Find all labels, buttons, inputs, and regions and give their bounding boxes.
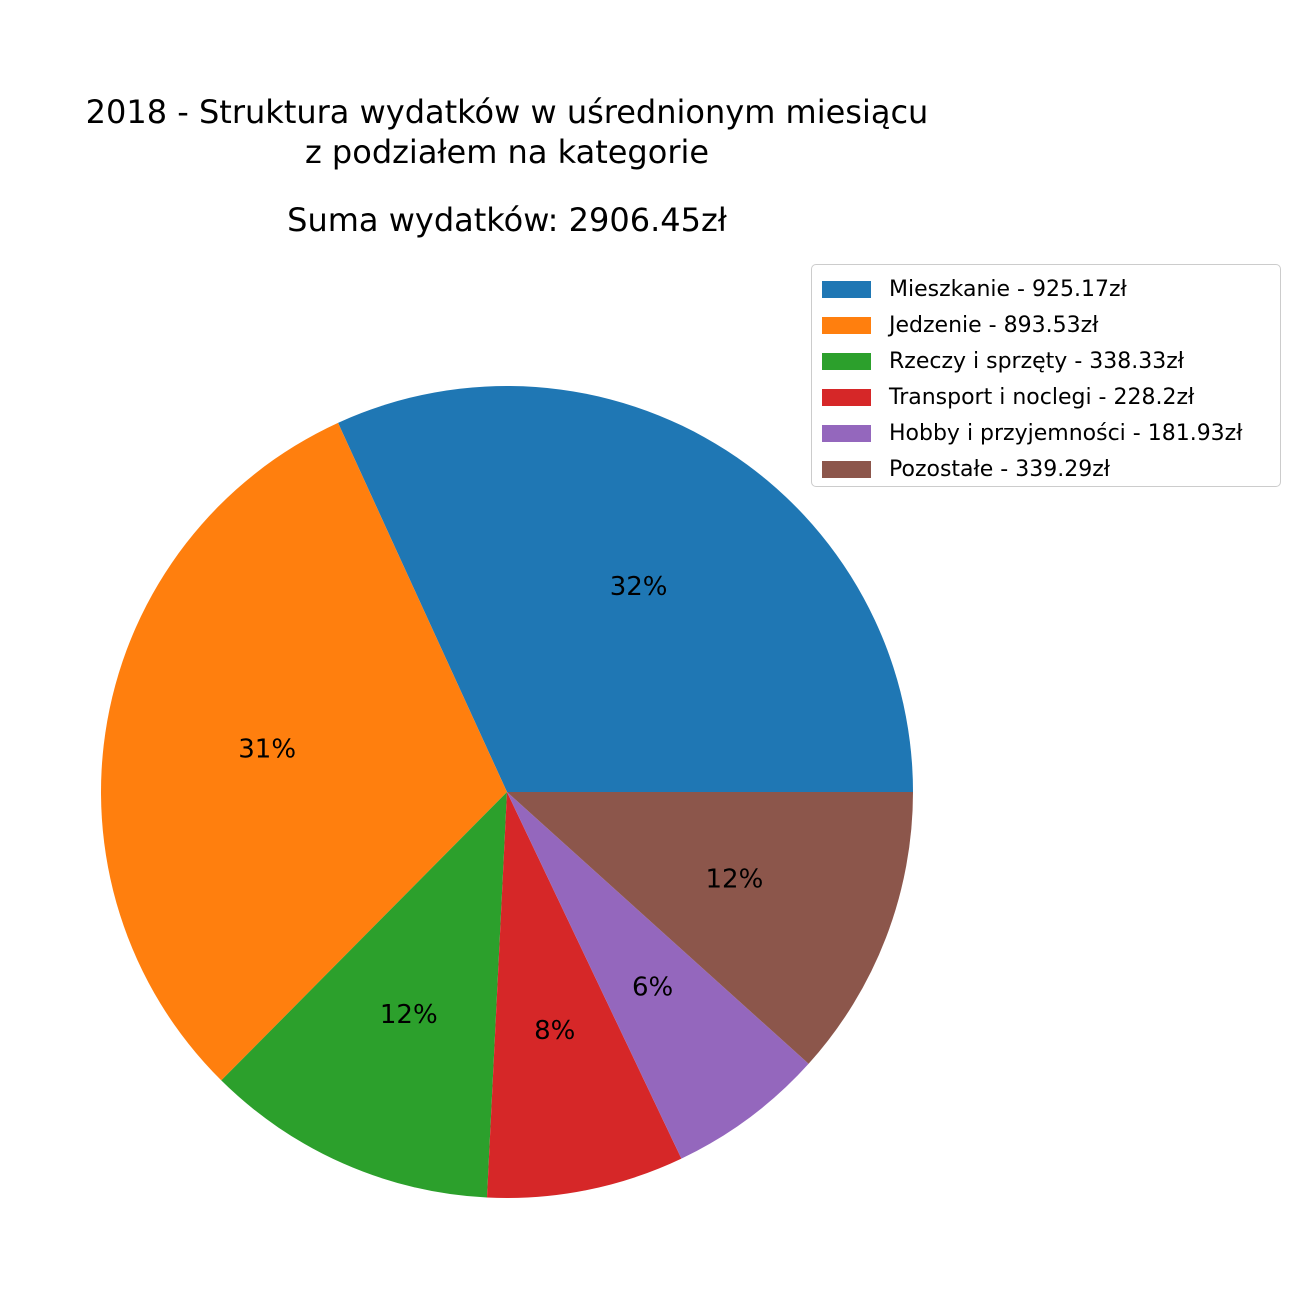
- pie-slice-label-3: 8%: [534, 1016, 575, 1046]
- pie-slice-label-5: 12%: [706, 864, 764, 894]
- chart-title: 2018 - Struktura wydatków w uśrednionym …: [57, 92, 957, 240]
- pie-slice-3: [486, 792, 682, 1198]
- legend-swatch-2: [822, 352, 871, 370]
- pie-slice-4: [507, 792, 809, 1159]
- legend-swatch-3: [822, 388, 871, 406]
- legend-swatch-1: [822, 316, 871, 334]
- legend-item-4: Hobby i przyjemności - 181.93zł: [812, 415, 1280, 451]
- pie-slice-label-4: 6%: [632, 972, 673, 1002]
- legend-item-3: Transport i noclegi - 228.2zł: [812, 379, 1280, 415]
- pie-slice-1: [100, 422, 508, 1081]
- legend-label-4: Hobby i przyjemności - 181.93zł: [889, 420, 1243, 446]
- pie-slice-label-0: 32%: [610, 572, 668, 602]
- legend-label-2: Rzeczy i sprzęty - 338.33zł: [889, 348, 1185, 374]
- pie-slice-2: [221, 792, 507, 1198]
- title-line-2: z podziałem na kategorie: [304, 133, 710, 171]
- legend: Mieszkanie - 925.17zł Jedzenie - 893.53zł…: [811, 264, 1281, 487]
- legend-item-1: Jedzenie - 893.53zł: [812, 307, 1280, 343]
- pie-slice-label-2: 12%: [380, 1000, 438, 1030]
- legend-label-0: Mieszkanie - 925.17zł: [889, 276, 1127, 302]
- pie-slice-label-1: 31%: [238, 734, 296, 764]
- chart-subtitle: Suma wydatków: 2906.45zł: [287, 201, 727, 239]
- legend-swatch-5: [822, 460, 871, 478]
- legend-item-2: Rzeczy i sprzęty - 338.33zł: [812, 343, 1280, 379]
- legend-label-5: Pozostałe - 339.29zł: [889, 456, 1111, 482]
- pie-slice-5: [507, 792, 913, 1064]
- legend-label-3: Transport i noclegi - 228.2zł: [889, 384, 1195, 410]
- legend-item-5: Pozostałe - 339.29zł: [812, 451, 1280, 487]
- pie-slice-0: [338, 386, 913, 792]
- legend-swatch-4: [822, 424, 871, 442]
- legend-item-0: Mieszkanie - 925.17zł: [812, 271, 1280, 307]
- legend-label-1: Jedzenie - 893.53zł: [889, 312, 1099, 338]
- title-line-1: 2018 - Struktura wydatków w uśrednionym …: [85, 93, 929, 131]
- legend-swatch-0: [822, 280, 871, 298]
